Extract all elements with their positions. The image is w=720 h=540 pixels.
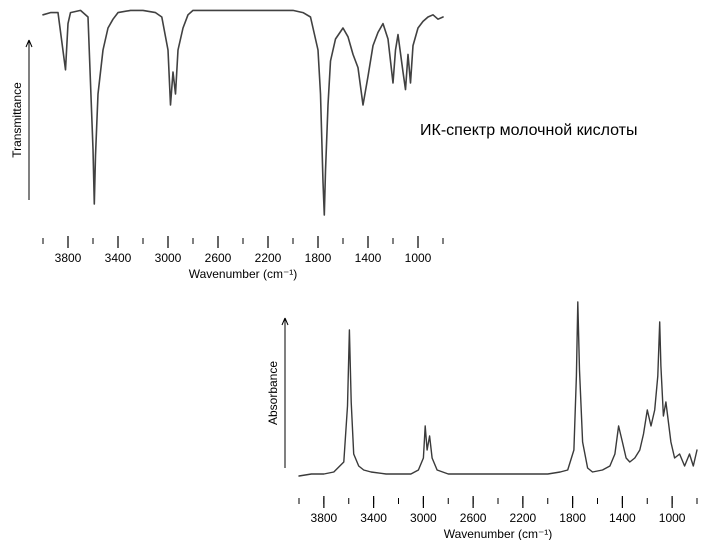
svg-text:3400: 3400 bbox=[360, 511, 387, 525]
ir-spectrum-bottom: 38003400300026002200180014001000Wavenumb… bbox=[265, 278, 715, 536]
svg-text:1000: 1000 bbox=[659, 511, 686, 525]
svg-text:1800: 1800 bbox=[305, 251, 332, 265]
svg-text:Transmittance: Transmittance bbox=[10, 82, 24, 158]
svg-text:2600: 2600 bbox=[460, 511, 487, 525]
svg-text:3000: 3000 bbox=[410, 511, 437, 525]
svg-text:3800: 3800 bbox=[311, 511, 338, 525]
svg-text:3400: 3400 bbox=[105, 251, 132, 265]
svg-text:1400: 1400 bbox=[609, 511, 636, 525]
svg-text:3800: 3800 bbox=[55, 251, 82, 265]
svg-text:2200: 2200 bbox=[255, 251, 282, 265]
svg-text:3000: 3000 bbox=[155, 251, 182, 265]
ir-spectrum-top: 38003400300026002200180014001000Wavenumb… bbox=[15, 0, 460, 285]
svg-text:2600: 2600 bbox=[205, 251, 232, 265]
svg-text:Wavenumber (cm⁻¹): Wavenumber (cm⁻¹) bbox=[444, 527, 553, 540]
page: ИК-спектр молочной кислоты 3800340030002… bbox=[0, 0, 720, 540]
svg-text:Absorbance: Absorbance bbox=[266, 361, 280, 425]
svg-text:2200: 2200 bbox=[510, 511, 537, 525]
svg-text:1800: 1800 bbox=[559, 511, 586, 525]
svg-text:1400: 1400 bbox=[355, 251, 382, 265]
svg-text:1000: 1000 bbox=[405, 251, 432, 265]
